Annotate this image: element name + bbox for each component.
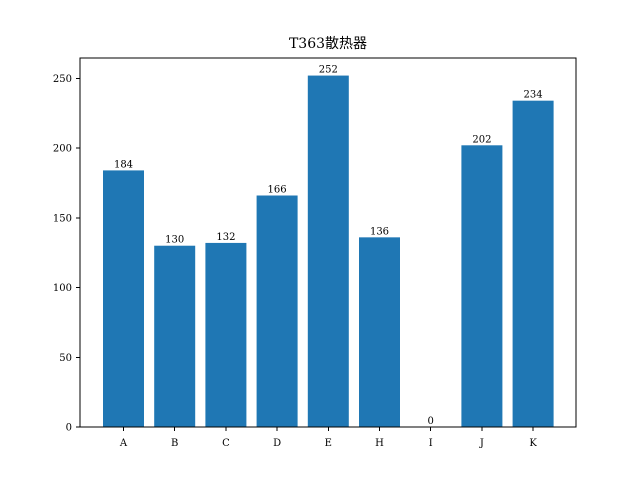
y-axis: 0 50 100 150 200 250 bbox=[53, 74, 80, 434]
data-label-d: 166 bbox=[268, 185, 287, 196]
bar-a bbox=[103, 170, 144, 427]
data-label-i: 0 bbox=[428, 416, 434, 427]
x-tick-label-d: D bbox=[273, 438, 281, 449]
data-label-a: 184 bbox=[114, 159, 133, 170]
bar-c bbox=[205, 242, 247, 427]
x-tick-label-e: E bbox=[325, 438, 332, 449]
bar-j bbox=[461, 145, 503, 428]
y-tick-label-250: 250 bbox=[53, 74, 72, 85]
y-tick-label-150: 150 bbox=[53, 213, 72, 224]
x-tick-label-b: B bbox=[171, 438, 178, 449]
y-tick-label-0: 0 bbox=[66, 423, 72, 434]
data-label-e: 252 bbox=[319, 65, 338, 76]
data-labels-layer: 184 130 132 166 252 136 0 202 234 bbox=[114, 65, 543, 427]
x-tick-label-a: A bbox=[119, 438, 128, 449]
bar-h bbox=[359, 237, 400, 427]
data-label-j: 202 bbox=[472, 134, 491, 145]
x-tick-label-j: J bbox=[479, 438, 484, 449]
plot-frame bbox=[79, 57, 577, 428]
chart-title: T363散热器 bbox=[289, 36, 367, 52]
data-label-c: 132 bbox=[216, 232, 235, 243]
data-label-b: 130 bbox=[165, 235, 184, 246]
x-tick-label-k: K bbox=[529, 438, 537, 449]
data-label-k: 234 bbox=[524, 90, 543, 101]
x-tick-label-i: I bbox=[429, 438, 433, 449]
data-label-h: 136 bbox=[370, 226, 389, 237]
y-tick-label-200: 200 bbox=[53, 144, 72, 155]
x-tick-label-h: H bbox=[375, 438, 384, 449]
bar-k bbox=[512, 100, 554, 428]
bars-layer bbox=[103, 75, 554, 428]
bar-b bbox=[154, 245, 196, 427]
y-tick-label-100: 100 bbox=[53, 283, 72, 294]
x-tick-label-c: C bbox=[222, 438, 230, 449]
bar-e bbox=[307, 75, 349, 427]
bar-d bbox=[256, 195, 298, 427]
y-tick-label-50: 50 bbox=[59, 353, 72, 364]
